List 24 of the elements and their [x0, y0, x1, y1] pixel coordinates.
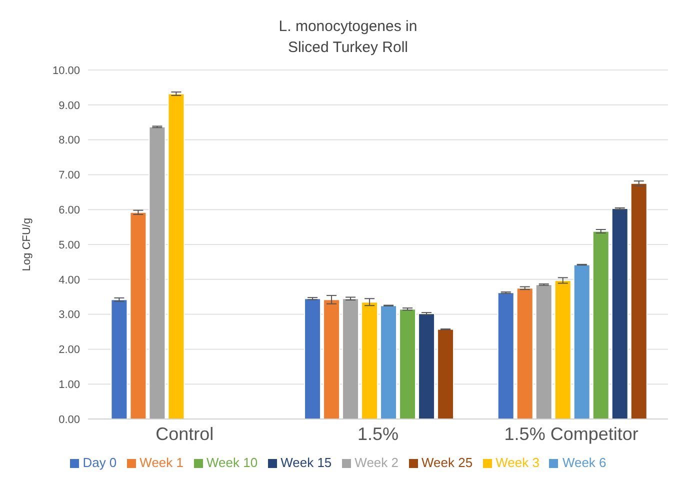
y-tick-label: 9.00 [58, 100, 80, 112]
legend-label: Week 3 [496, 455, 540, 470]
y-tick-label: 10.00 [52, 64, 80, 77]
x-tick-label: Control [156, 424, 214, 444]
x-tick-label: 1.5% Competitor [504, 424, 638, 444]
y-tick-label: 2.00 [58, 344, 80, 356]
legend-label: Week 25 [422, 455, 473, 470]
y-tick-label: 4.00 [58, 274, 80, 286]
y-tick-label: 5.00 [58, 239, 80, 252]
y-tick-label: 0.00 [58, 414, 80, 426]
legend-label: Week 10 [206, 455, 258, 470]
y-tick-label: 6.00 [58, 204, 80, 217]
x-tick-label: 1.5% [357, 424, 399, 444]
legend-label: Week 2 [354, 455, 399, 470]
legend-label: Week 15 [280, 455, 332, 470]
y-tick-label: 8.00 [58, 134, 80, 147]
legend-label: Week 1 [140, 455, 184, 470]
legend-label: Day 0 [82, 455, 117, 470]
y-tick-label: 1.00 [58, 379, 80, 392]
chart-title: L. monocytogenes in Sliced Turkey Roll [278, 17, 418, 58]
y-axis-title: Log CFU/g [20, 218, 33, 272]
y-tick-label: 7.00 [58, 170, 80, 182]
y-tick-label: 3.00 [58, 309, 80, 322]
legend-label: Week 6 [562, 455, 606, 470]
